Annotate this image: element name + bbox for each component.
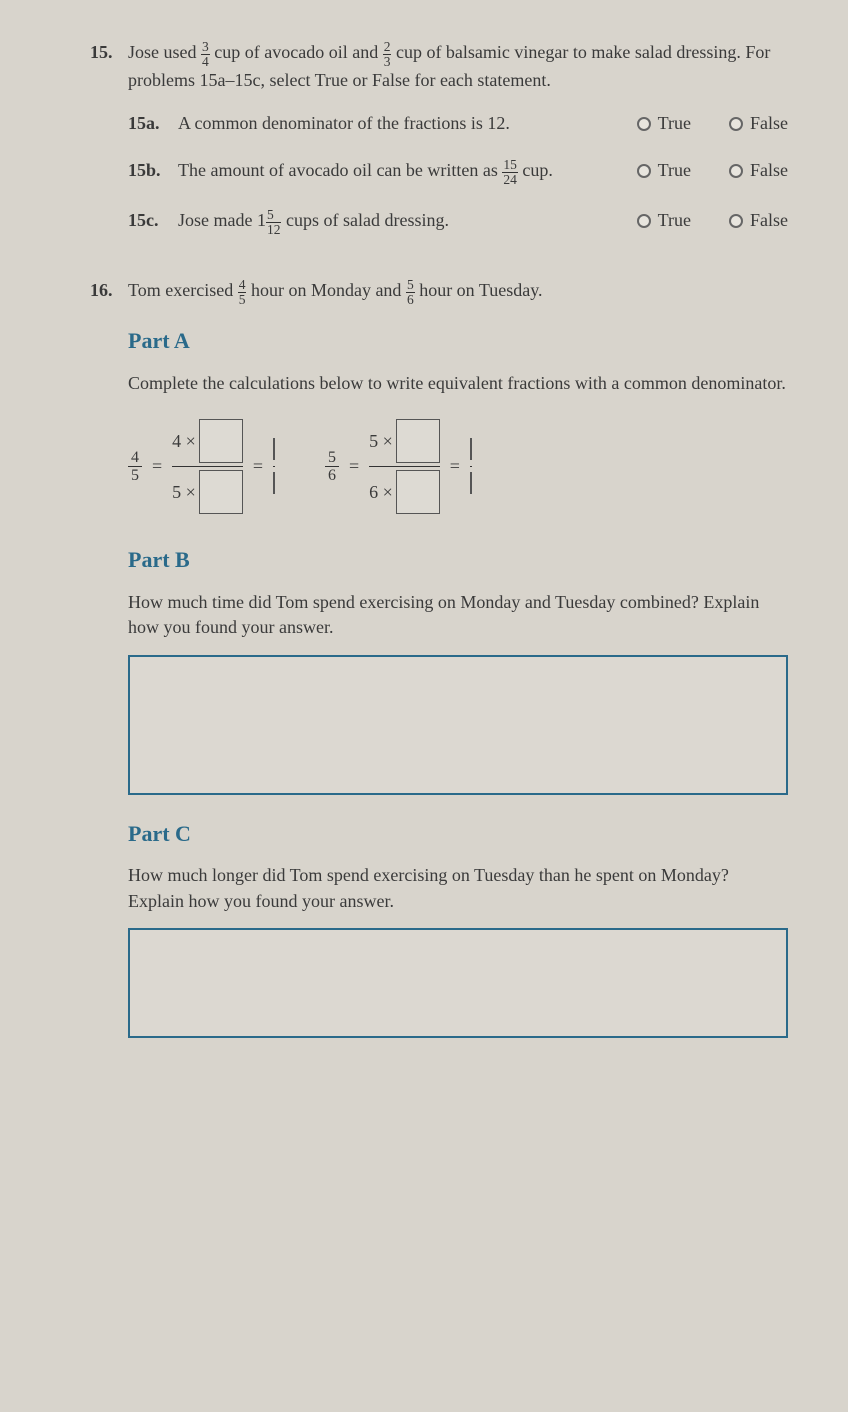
part-a-instr: Complete the calculations below to write… (128, 371, 788, 396)
q15b-false[interactable]: False (729, 158, 788, 183)
eq1-lhs: 4 5 (128, 449, 142, 485)
input-box[interactable] (470, 472, 472, 494)
equals-sign: = (446, 454, 464, 479)
input-box[interactable] (273, 472, 275, 494)
eq1-mul: 4 × 5 × (172, 416, 243, 517)
input-box[interactable] (199, 470, 243, 514)
radio-icon (637, 164, 651, 178)
q15b-row: 15b. The amount of avocado oil can be wr… (128, 158, 788, 186)
equals-sign: = (249, 454, 267, 479)
q15b-frac: 1524 (502, 158, 518, 186)
radio-icon (729, 214, 743, 228)
q16-text-pre: Tom exercised (128, 281, 238, 301)
input-box[interactable] (470, 438, 472, 460)
q15-frac1: 34 (201, 40, 210, 68)
eq2-mul: 5 × 6 × (369, 416, 440, 517)
q16-text-post: hour on Tuesday. (415, 281, 543, 301)
q16-body: Tom exercised 45 hour on Monday and 56 h… (128, 278, 788, 1061)
radio-icon (637, 117, 651, 131)
equals-sign: = (345, 454, 363, 479)
q15-sublist: 15a. A common denominator of the fractio… (128, 111, 788, 236)
q15c-false[interactable]: False (729, 208, 788, 233)
q15c-row: 15c. Jose made 1512 cups of salad dressi… (128, 208, 788, 236)
q15-text-pre: Jose used (128, 42, 201, 62)
part-b-instr: How much time did Tom spend exercising o… (128, 590, 788, 640)
part-c-instr: How much longer did Tom spend exercising… (128, 863, 788, 913)
part-c-header: Part C (128, 819, 788, 850)
eq2-result (470, 437, 472, 496)
equation-2: 5 6 = 5 × 6 × = (325, 416, 472, 517)
q15b-label: 15b. (128, 158, 178, 183)
q15-number: 15. (90, 40, 128, 258)
input-box[interactable] (396, 470, 440, 514)
q15a-text: A common denominator of the fractions is… (178, 111, 637, 136)
q15c-tf: True False (637, 208, 788, 233)
q16-number: 16. (90, 278, 128, 1061)
q15c-label: 15c. (128, 208, 178, 233)
part-b-header: Part B (128, 545, 788, 576)
q15a-row: 15a. A common denominator of the fractio… (128, 111, 788, 136)
question-15: 15. Jose used 34 cup of avocado oil and … (90, 40, 788, 258)
question-16: 16. Tom exercised 45 hour on Monday and … (90, 278, 788, 1061)
q15b-text: The amount of avocado oil can be written… (178, 158, 637, 186)
q15-body: Jose used 34 cup of avocado oil and 23 c… (128, 40, 788, 258)
input-box[interactable] (273, 438, 275, 460)
q15a-true[interactable]: True (637, 111, 691, 136)
q15b-true[interactable]: True (637, 158, 691, 183)
input-box[interactable] (199, 419, 243, 463)
eq2-lhs: 5 6 (325, 449, 339, 485)
q16-text-mid1: hour on Monday and (246, 281, 405, 301)
q15a-false[interactable]: False (729, 111, 788, 136)
input-box[interactable] (396, 419, 440, 463)
equation-row: 4 5 = 4 × 5 × = 5 6 (128, 416, 788, 517)
q16-frac2: 56 (406, 278, 415, 306)
radio-icon (637, 214, 651, 228)
part-b-answer-box[interactable] (128, 655, 788, 795)
eq1-result (273, 437, 275, 496)
q15b-tf: True False (637, 158, 788, 183)
q15-text-mid1: cup of avocado oil and (210, 42, 383, 62)
equals-sign: = (148, 454, 166, 479)
part-a-header: Part A (128, 326, 788, 357)
equation-1: 4 5 = 4 × 5 × = (128, 416, 275, 517)
q15c-text: Jose made 1512 cups of salad dressing. (178, 208, 637, 236)
q15a-label: 15a. (128, 111, 178, 136)
radio-icon (729, 117, 743, 131)
q15c-true[interactable]: True (637, 208, 691, 233)
q15a-tf: True False (637, 111, 788, 136)
radio-icon (729, 164, 743, 178)
part-c-answer-box[interactable] (128, 928, 788, 1038)
q15c-frac: 512 (266, 208, 282, 236)
